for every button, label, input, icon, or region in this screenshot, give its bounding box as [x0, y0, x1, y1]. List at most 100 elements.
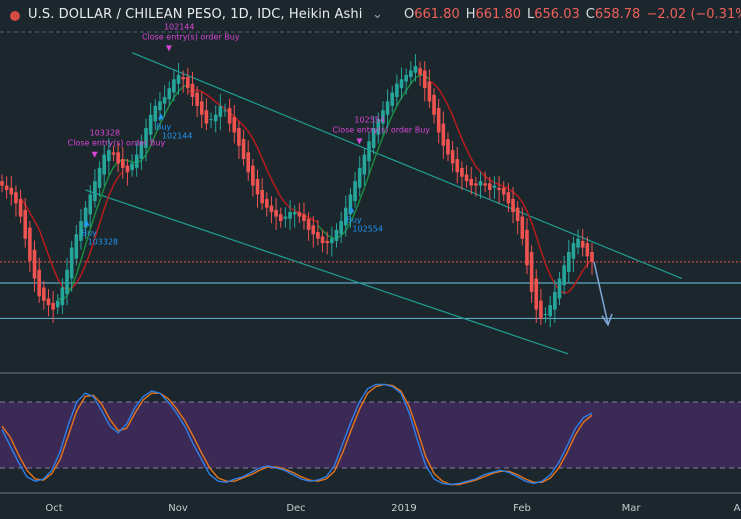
sell-marker-icon — [356, 138, 363, 145]
buy-label: Buy — [82, 229, 98, 238]
candle-body — [348, 194, 353, 215]
x-axis-label: Nov — [168, 503, 188, 514]
candle-body — [227, 108, 232, 124]
candle-body — [181, 77, 185, 80]
x-axis-label: A — [733, 503, 741, 514]
candle-body — [501, 187, 506, 195]
candle-body — [362, 154, 367, 175]
candle-body — [357, 167, 362, 188]
candle-body — [88, 194, 93, 215]
candle-body — [218, 105, 223, 117]
ohlc-open-key: O — [404, 7, 415, 22]
buy-id-label: 103328 — [88, 238, 119, 247]
candle-body — [125, 165, 130, 173]
candle-body — [107, 150, 111, 162]
ohlc-high-key: H — [465, 7, 476, 22]
candle-body — [14, 192, 18, 204]
candle-body — [497, 187, 501, 190]
chart-header: U.S. DOLLAR / CHILEAN PESO, 1D, IDC, Hei… — [0, 6, 741, 28]
candle-body — [134, 154, 139, 168]
sell-marker-icon — [165, 45, 172, 52]
ohlc-close-value: 658.78 — [594, 7, 641, 22]
candle-body — [302, 214, 306, 221]
candle-body — [306, 218, 311, 230]
candle-body — [418, 68, 422, 75]
candle-body — [260, 190, 264, 204]
candle-body — [367, 141, 371, 162]
candle-body — [199, 101, 204, 115]
candle-body — [539, 300, 543, 319]
candle-body — [65, 269, 69, 295]
buy-marker-icon — [157, 113, 164, 120]
candle-body — [376, 119, 381, 135]
order-number-label: 102554 — [354, 115, 385, 124]
candle-body — [0, 181, 4, 186]
candle-body — [590, 252, 594, 262]
candle-body — [395, 83, 399, 97]
candle-body — [42, 287, 46, 301]
buy-label: Buy — [346, 215, 362, 224]
ohlc-change: −2.02 (−0.31%) — [646, 7, 741, 22]
candle-body — [390, 92, 395, 106]
candles — [0, 54, 594, 328]
candle-body — [237, 128, 241, 146]
candle-body — [529, 252, 534, 292]
ma-red-segment-2 — [187, 89, 319, 224]
candle-body — [102, 154, 107, 175]
ma-red-segment-3 — [429, 80, 593, 295]
candle-body — [311, 225, 316, 235]
candle-body — [297, 212, 302, 217]
buy-marker-icon — [83, 219, 90, 226]
x-axis-label: Mar — [621, 503, 641, 514]
candle-body — [97, 167, 102, 188]
x-axis-label: Oct — [45, 503, 63, 514]
candle-body — [213, 114, 218, 122]
candle-body — [432, 94, 436, 115]
candle-body — [18, 198, 23, 217]
candle-body — [251, 165, 255, 186]
oscillator-d-line — [1, 383, 593, 486]
candle-body — [83, 207, 88, 228]
candle-body — [186, 77, 190, 89]
candle-body — [23, 209, 28, 239]
candle-body — [209, 119, 213, 121]
candle-body — [385, 101, 390, 115]
symbol-title[interactable]: U.S. DOLLAR / CHILEAN PESO, 1D, IDC, Hei… — [28, 7, 363, 22]
candle-body — [283, 216, 288, 219]
close-order-label: Close entry(s) order Buy — [68, 139, 166, 148]
candle-body — [148, 114, 153, 135]
candle-body — [265, 198, 269, 208]
candle-body — [111, 152, 116, 155]
candle-body — [511, 198, 515, 213]
candle-body — [278, 214, 283, 221]
candle-body — [172, 79, 176, 93]
chevron-down-icon[interactable]: ⌄ — [372, 7, 383, 22]
x-axis-label: Dec — [286, 503, 306, 514]
order-number-label: 102144 — [164, 22, 195, 31]
candle-body — [409, 70, 413, 78]
candle-body — [241, 139, 246, 159]
ma-green-segment-1 — [57, 83, 189, 301]
candle-body — [46, 298, 51, 306]
candle-body — [195, 92, 199, 106]
upper-trendline — [131, 52, 683, 280]
close-order-label: Close entry(s) order Buy — [142, 32, 240, 41]
candle-body — [9, 187, 14, 195]
candle-body — [553, 291, 557, 310]
ohlc-readout: O661.80 H661.80 L656.03 C658.78 −2.02 (−0.31… — [404, 7, 741, 22]
candle-body — [343, 207, 348, 226]
candle-body — [116, 152, 120, 164]
candle-body — [548, 305, 552, 317]
candle-body — [381, 110, 385, 124]
candle-body — [93, 181, 97, 202]
candle-body — [32, 249, 37, 279]
candle-body — [422, 70, 427, 89]
candle-body — [464, 174, 469, 182]
projection-arrow — [593, 261, 609, 324]
candle-body — [255, 178, 260, 195]
candle-body — [60, 287, 65, 306]
candle-body — [427, 81, 432, 102]
candle-body — [576, 238, 580, 248]
candle-body — [436, 108, 441, 133]
